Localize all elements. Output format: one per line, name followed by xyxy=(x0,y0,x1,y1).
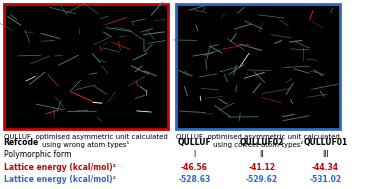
Text: II: II xyxy=(260,150,264,159)
Text: Polymorphic form: Polymorphic form xyxy=(4,150,71,159)
Text: QULLUF  optimised asymmetric unit calculated
using correct atom types²: QULLUF optimised asymmetric unit calcula… xyxy=(176,134,340,148)
Text: QULLUF  optimised asymmetric unit calculated
using wrong atom types¹: QULLUF optimised asymmetric unit calcula… xyxy=(4,134,168,148)
Text: I: I xyxy=(193,150,196,159)
FancyBboxPatch shape xyxy=(4,4,168,129)
Text: III: III xyxy=(322,150,329,159)
Text: -529.62: -529.62 xyxy=(246,175,278,184)
Text: Lattice energy (kcal/mol)¹: Lattice energy (kcal/mol)¹ xyxy=(4,163,116,172)
Text: QULLUF: QULLUF xyxy=(178,138,211,147)
Text: -46.56: -46.56 xyxy=(181,163,208,172)
Text: QULLUF02: QULLUF02 xyxy=(240,138,284,147)
FancyBboxPatch shape xyxy=(176,4,340,129)
Text: Refcode: Refcode xyxy=(4,138,39,147)
Text: -531.02: -531.02 xyxy=(309,175,341,184)
Text: Lattice energy (kcal/mol)²: Lattice energy (kcal/mol)² xyxy=(4,175,116,184)
Text: -44.34: -44.34 xyxy=(312,163,339,172)
Text: -41.12: -41.12 xyxy=(248,163,275,172)
Text: -528.63: -528.63 xyxy=(178,175,211,184)
Text: QULLUF01: QULLUF01 xyxy=(303,138,347,147)
